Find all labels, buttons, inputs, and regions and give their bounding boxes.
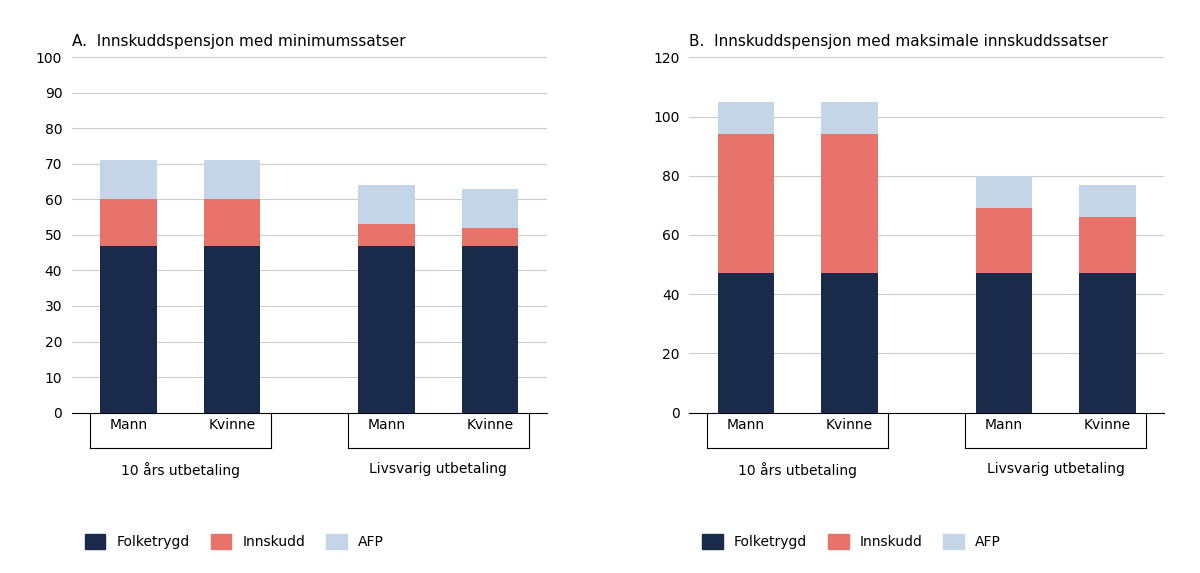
- Bar: [204, 246, 260, 413]
- Bar: [976, 273, 1032, 413]
- Bar: [821, 134, 877, 273]
- Bar: [821, 102, 877, 134]
- Bar: [1079, 217, 1135, 273]
- Bar: [101, 246, 157, 413]
- Text: Kvinne: Kvinne: [467, 418, 514, 432]
- Bar: [462, 246, 518, 413]
- Legend: Folketrygd, Innskudd, AFP: Folketrygd, Innskudd, AFP: [79, 529, 390, 555]
- Bar: [204, 160, 260, 199]
- Text: Mann: Mann: [727, 418, 766, 432]
- Bar: [718, 273, 774, 413]
- Bar: [462, 228, 518, 246]
- Bar: [976, 208, 1032, 273]
- Bar: [1079, 185, 1135, 217]
- Text: A.  Innskuddspensjon med minimumssatser: A. Innskuddspensjon med minimumssatser: [72, 34, 406, 49]
- Bar: [462, 189, 518, 228]
- Text: Kvinne: Kvinne: [826, 418, 872, 432]
- Bar: [976, 176, 1032, 208]
- Text: Mann: Mann: [985, 418, 1024, 432]
- Bar: [359, 224, 415, 246]
- Bar: [718, 134, 774, 273]
- Legend: Folketrygd, Innskudd, AFP: Folketrygd, Innskudd, AFP: [696, 529, 1007, 555]
- Text: Livsvarig utbetaling: Livsvarig utbetaling: [370, 462, 508, 476]
- Text: Mann: Mann: [367, 418, 406, 432]
- Text: Livsvarig utbetaling: Livsvarig utbetaling: [986, 462, 1124, 476]
- Text: Mann: Mann: [109, 418, 148, 432]
- Bar: [359, 185, 415, 224]
- Bar: [821, 273, 877, 413]
- Bar: [718, 102, 774, 134]
- Text: 10 års utbetaling: 10 års utbetaling: [121, 462, 240, 478]
- Bar: [101, 199, 157, 246]
- Bar: [204, 199, 260, 246]
- Text: B.  Innskuddspensjon med maksimale innskuddssatser: B. Innskuddspensjon med maksimale innsku…: [689, 34, 1108, 49]
- Text: Kvinne: Kvinne: [1084, 418, 1130, 432]
- Bar: [359, 246, 415, 413]
- Bar: [1079, 273, 1135, 413]
- Text: 10 års utbetaling: 10 års utbetaling: [738, 462, 857, 478]
- Text: Kvinne: Kvinne: [209, 418, 256, 432]
- Bar: [101, 160, 157, 199]
